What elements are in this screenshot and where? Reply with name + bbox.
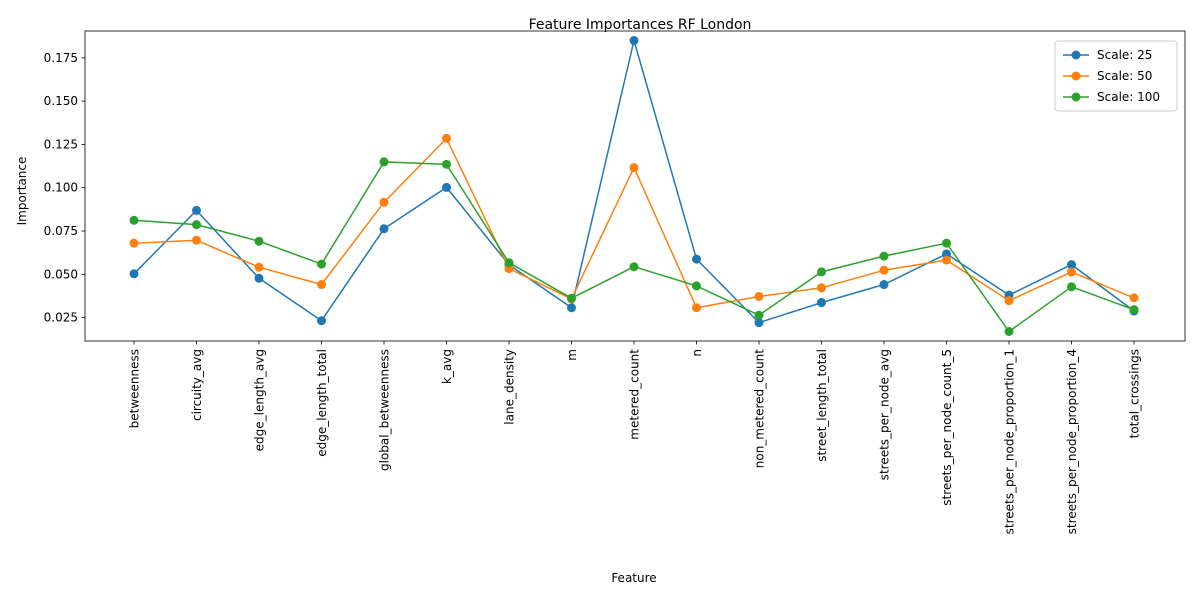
- data-point: [1004, 296, 1014, 306]
- y-tick-label: 0.175: [44, 51, 78, 65]
- data-point: [817, 283, 826, 293]
- y-tick-label: 0.075: [44, 224, 78, 238]
- x-tick-label: lane_density: [503, 349, 517, 425]
- x-tick-label: metered_count: [628, 349, 642, 440]
- axes-frame: [84, 30, 1186, 342]
- data-point: [692, 254, 701, 264]
- data-point: [317, 280, 326, 290]
- legend-box: [1054, 40, 1178, 112]
- data-point: [254, 273, 264, 283]
- data-point: [942, 249, 951, 259]
- legend-marker: [1071, 92, 1081, 102]
- data-point: [942, 238, 951, 248]
- data-point: [754, 310, 764, 320]
- data-point: [317, 259, 326, 269]
- data-point: [192, 205, 201, 215]
- legend-marker: [1071, 71, 1081, 81]
- x-tick-label: betweenness: [128, 349, 142, 428]
- x-tick-label: streets_per_node_proportion_1: [1003, 349, 1017, 534]
- plot-area: 0.025 0.050 0.075 0.100 0.125 0.150 0.175 betwe…: [44, 30, 1186, 534]
- data-point: [879, 251, 889, 261]
- data-point: [817, 267, 826, 277]
- data-point: [254, 236, 264, 246]
- data-point: [942, 255, 951, 265]
- data-point: [254, 262, 264, 272]
- x-tick-label: streets_per_node_proportion_4: [1065, 349, 1079, 534]
- data-point: [129, 238, 139, 248]
- data-point: [442, 133, 451, 143]
- legend-label: Scale: 100: [1097, 90, 1160, 104]
- x-tick-label: global_betweenness: [378, 349, 392, 471]
- y-axis-title: Importance: [15, 157, 29, 226]
- x-tick-label: edge_length_avg: [253, 349, 267, 451]
- y-tick-label: 0.050: [44, 267, 78, 281]
- data-point: [879, 265, 889, 275]
- legend-marker: [1071, 50, 1081, 60]
- data-point: [129, 269, 139, 279]
- data-point: [504, 258, 514, 268]
- data-point: [629, 262, 639, 272]
- data-point: [379, 224, 389, 234]
- data-point: [817, 298, 826, 308]
- x-tick-label: k_avg: [440, 349, 454, 384]
- data-point: [692, 303, 701, 313]
- data-point: [192, 235, 201, 245]
- legend-label: Scale: 50: [1097, 69, 1152, 83]
- x-tick-label: m: [565, 349, 579, 361]
- x-tick-label: street_length_total: [815, 349, 829, 462]
- data-point: [379, 197, 389, 207]
- x-tick-label: edge_length_total: [315, 349, 329, 457]
- data-point: [1129, 305, 1139, 315]
- data-point: [629, 163, 639, 173]
- data-point: [879, 280, 889, 290]
- x-axis-title: Feature: [611, 571, 656, 585]
- legend: Scale: 25 Scale: 50 Scale: 100: [1054, 40, 1178, 112]
- data-point: [567, 303, 576, 313]
- data-point: [629, 36, 639, 46]
- data-point: [442, 182, 451, 192]
- legend-label: Scale: 25: [1097, 48, 1152, 62]
- data-point: [1004, 326, 1014, 336]
- data-point: [1067, 282, 1076, 292]
- data-point: [754, 291, 764, 301]
- x-tick-label: circuity_avg: [190, 349, 204, 421]
- x-tick-label: streets_per_node_count_5: [940, 349, 954, 506]
- data-point: [754, 318, 764, 328]
- y-tick-label: 0.025: [44, 311, 78, 325]
- data-point: [129, 215, 139, 225]
- chart-title: Feature Importances RF London: [529, 17, 752, 33]
- y-tick-label: 0.125: [44, 137, 78, 151]
- x-tick-label: non_metered_count: [753, 349, 767, 469]
- y-tick-label: 0.150: [44, 94, 78, 108]
- x-tick-label: total_crossings: [1128, 349, 1142, 438]
- data-point: [567, 293, 576, 303]
- data-point: [442, 159, 451, 169]
- data-point: [692, 281, 701, 291]
- x-tick-label: streets_per_node_avg: [878, 349, 892, 480]
- y-tick-label: 0.100: [44, 181, 78, 195]
- x-tick-label: n: [690, 349, 704, 357]
- data-point: [1129, 293, 1139, 303]
- data-point: [1067, 267, 1076, 277]
- data-point: [379, 157, 389, 167]
- data-point: [1067, 260, 1076, 270]
- data-point: [317, 316, 326, 326]
- data-point: [192, 220, 201, 230]
